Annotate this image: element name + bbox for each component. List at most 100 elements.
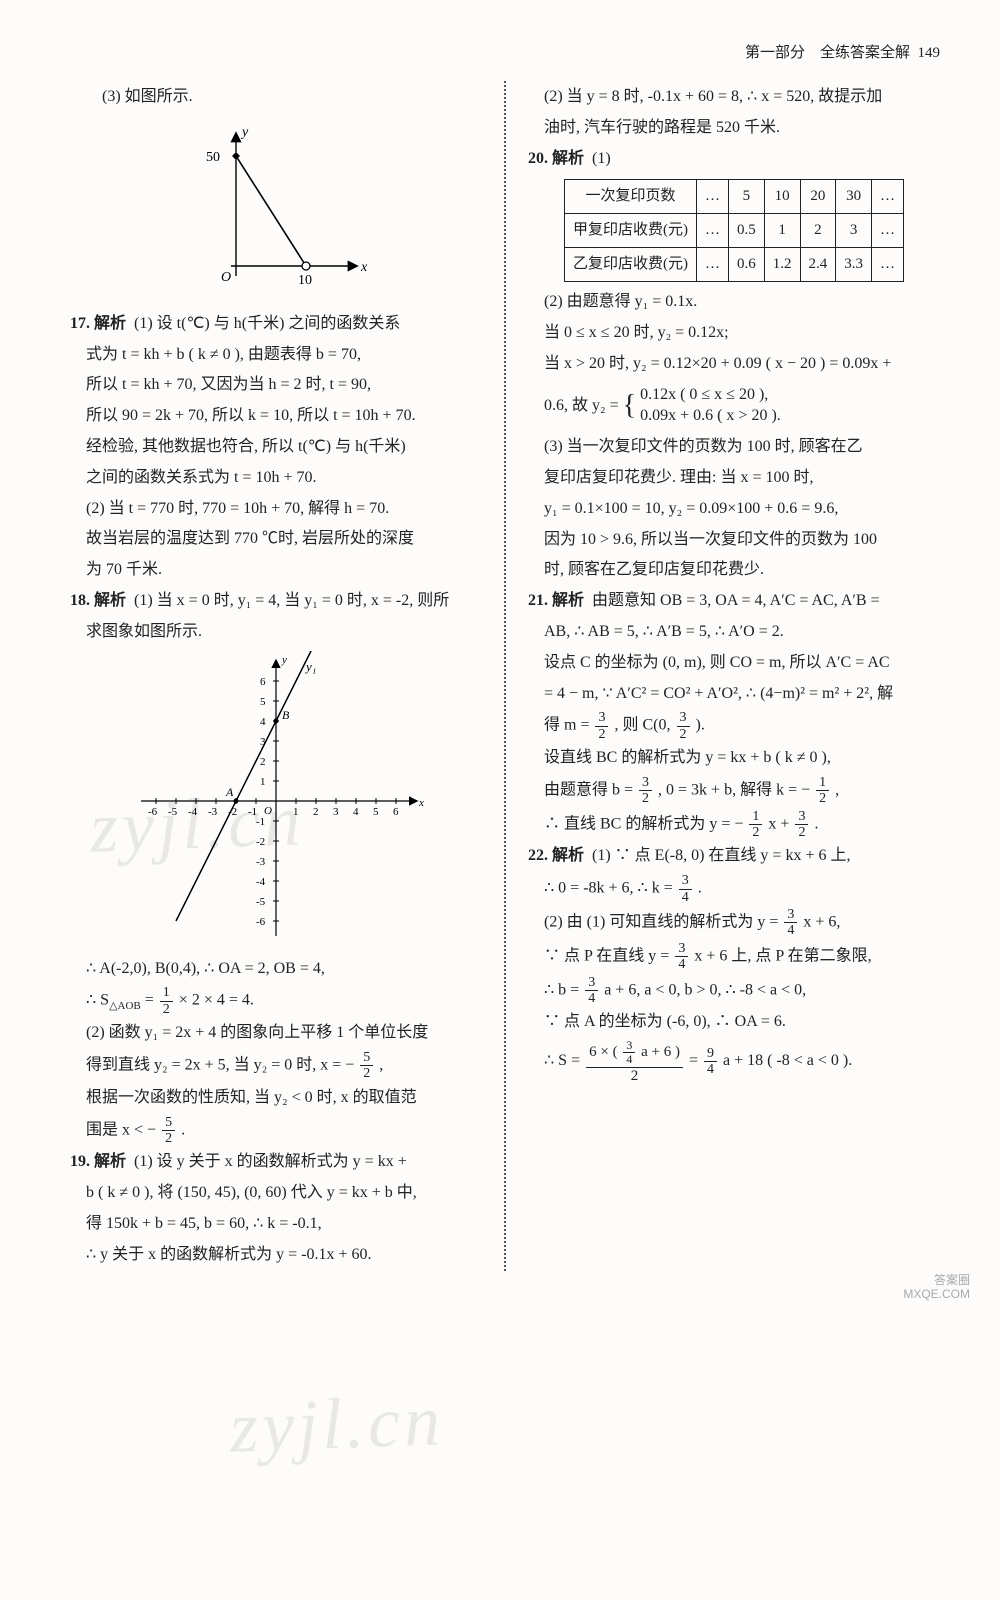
numerator: 3 (679, 873, 692, 889)
svg-text:1: 1 (260, 776, 266, 788)
cell: … (872, 214, 904, 248)
q17-label: 17. 解析 (70, 315, 126, 332)
svg-text:4: 4 (260, 716, 266, 728)
svg-text:5: 5 (260, 696, 266, 708)
svg-text:-5: -5 (256, 896, 266, 908)
q21-f: 设直线 BC 的解析式为 y = kx + b ( k ≠ 0 ), (528, 744, 940, 773)
cell: … (872, 248, 904, 282)
numerator: 9 (704, 1046, 717, 1062)
table-row: 甲复印店收费(元) … 0.5 1 2 3 … (565, 214, 904, 248)
row-label: 甲复印店收费(元) (565, 214, 697, 248)
svg-text:O: O (264, 805, 272, 817)
numerator: 3 (595, 710, 608, 726)
svg-text:4: 4 (353, 806, 359, 818)
corner-line1: 答案圈 (903, 1273, 970, 1287)
svg-text:3: 3 (260, 736, 266, 748)
brace-top: 0.12x ( 0 ≤ x ≤ 20 ), (640, 386, 768, 403)
q17-1a: (1) 设 t(℃) 与 h(千米) 之间的函数关系 (134, 315, 400, 332)
fraction: 34 (675, 941, 688, 973)
denominator: 2 (639, 791, 652, 806)
text: . (814, 815, 818, 832)
fraction: 32 (595, 710, 608, 742)
q20-3d: 因为 10 > 9.6, 所以当一次复印文件的页数为 100 (528, 526, 940, 555)
watermark: zyjl.cn (228, 1356, 446, 1493)
svg-text:-4: -4 (188, 806, 198, 818)
q18-2c: 根据一次函数的性质知, 当 y₂ < 0 时, x 的取值范 (70, 1084, 482, 1113)
cell: 2.4 (800, 248, 836, 282)
y-tick-50: 50 (206, 150, 220, 165)
cell: 20 (800, 180, 836, 214)
fraction: 32 (639, 775, 652, 807)
numerator: 1 (816, 775, 829, 791)
big-fraction: 6 × ( 34 a + 6 ) 2 (586, 1039, 683, 1084)
sub: △AOB (109, 1000, 141, 1012)
x-tick-10: 10 (298, 273, 312, 288)
svg-text:x: x (418, 797, 424, 809)
q22-1a: (1) ∵ 点 E(-8, 0) 在直线 y = kx + 6 上, (592, 847, 850, 864)
fraction: 32 (795, 809, 808, 841)
numerator: 3 (795, 809, 808, 825)
q20-2b: 当 0 ≤ x ≤ 20 时, y₂ = 0.12x; (528, 319, 940, 348)
q20-2d: 0.6, 故 y₂ = { 0.12x ( 0 ≤ x ≤ 20 ), 0.09… (528, 381, 940, 431)
numerator: 5 (162, 1115, 175, 1131)
numerator: 3 (677, 710, 690, 726)
q19-1d: ∴ y 关于 x 的函数解析式为 y = -0.1x + 60. (70, 1241, 482, 1270)
svg-text:1: 1 (293, 806, 299, 818)
fraction: 34 (784, 907, 797, 939)
denominator: 4 (623, 1053, 635, 1066)
svg-text:2: 2 (313, 806, 319, 818)
cell: 1 (764, 214, 800, 248)
section-title: 第一部分 全练答案全解 (745, 45, 910, 61)
q22-2b: ∵ 点 P 在直线 y = 34 x + 6 上, 点 P 在第二象限, (528, 941, 940, 973)
text: x + (768, 815, 793, 832)
y-axis-label: y (240, 125, 249, 140)
q18-1b: 求图象如图所示. (70, 618, 482, 647)
denominator: 4 (679, 890, 692, 905)
fraction: 12 (816, 775, 829, 807)
svg-text:A: A (225, 785, 234, 799)
q22-label: 22. 解析 (528, 847, 584, 864)
fraction: 94 (704, 1046, 717, 1078)
q20-part1: (1) (592, 150, 611, 167)
q17-1b: 式为 t = kh + b ( k ≠ 0 ), 由题表得 b = 70, (70, 341, 482, 370)
cell: 2 (800, 214, 836, 248)
denominator: 2 (677, 727, 690, 742)
text: × 2 × 4 = 4. (179, 992, 254, 1009)
q21-c: 设点 C 的坐标为 (0, m), 则 CO = m, 所以 A′C = AC (528, 649, 940, 678)
q17-1e: 经检验, 其他数据也符合, 所以 t(℃) 与 h(千米) (70, 433, 482, 462)
denominator: 2 (162, 1131, 175, 1146)
svg-text:-2: -2 (228, 806, 237, 818)
text: = (689, 1052, 702, 1069)
q19-1c: 得 150k + b = 45, b = 60, ∴ k = -0.1, (70, 1210, 482, 1239)
fraction: 12 (749, 809, 762, 841)
cell: … (872, 180, 904, 214)
text: 由题意得 b = (544, 781, 637, 798)
q18-1a: (1) 当 x = 0 时, y₁ = 4, 当 y₁ = 0 时, x = -… (134, 592, 449, 609)
text: , 则 C(0, (614, 717, 674, 734)
cell: 30 (836, 180, 872, 214)
cell: 1.2 (764, 248, 800, 282)
q19-2a: (2) 当 y = 8 时, -0.1x + 60 = 8, ∴ x = 520… (528, 83, 940, 112)
numerator: 3 (675, 941, 688, 957)
text: , (835, 781, 839, 798)
text: a + 18 ( -8 < a < 0 ). (723, 1052, 852, 1069)
q21-g: 由题意得 b = 32 , 0 = 3k + b, 解得 k = − 12 , (528, 775, 940, 807)
denominator: 2 (595, 727, 608, 742)
copy-price-table: 一次复印页数 … 5 10 20 30 … 甲复印店收费(元) … 0.5 1 … (564, 179, 904, 282)
brace-icon: { (623, 390, 636, 421)
text: ∴ b = (544, 981, 583, 998)
text: a + 6 ) (641, 1044, 680, 1060)
q22: 22. 解析 (1) ∵ 点 E(-8, 0) 在直线 y = kx + 6 上… (528, 842, 940, 871)
fraction: 34 (623, 1039, 635, 1066)
q22-2d: ∵ 点 A 的坐标为 (-6, 0), ∴ OA = 6. (528, 1008, 940, 1037)
svg-text:5: 5 (373, 806, 379, 818)
fraction: 34 (585, 975, 598, 1007)
q21-a: 由题意知 OB = 3, OA = 4, A′C = AC, A′B = (592, 592, 880, 609)
text: ). (696, 717, 705, 734)
table-row: 乙复印店收费(元) … 0.6 1.2 2.4 3.3 … (565, 248, 904, 282)
text: ∴ S = (544, 1052, 584, 1069)
text: ∴ 直线 BC 的解析式为 y = − (544, 815, 743, 832)
text: , (379, 1057, 383, 1074)
q18-2d: 围是 x < − 52 . (70, 1115, 482, 1147)
denominator: 4 (704, 1062, 717, 1077)
